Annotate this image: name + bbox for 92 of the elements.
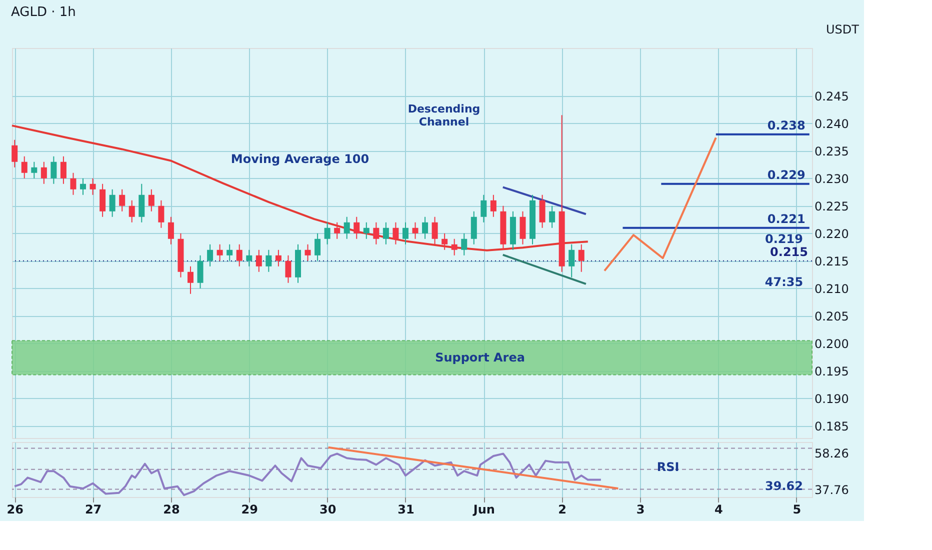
- candlestick: [90, 178, 96, 196]
- x-tick-label: 28: [163, 502, 180, 516]
- x-tick-label: Jun: [472, 502, 495, 516]
- candlestick: [549, 205, 556, 228]
- x-tick-label: 29: [241, 502, 258, 516]
- annotation: 0.229: [767, 168, 806, 182]
- candlestick: [207, 244, 214, 267]
- y-tick-label: 0.235: [814, 144, 849, 158]
- candlestick: [216, 244, 223, 262]
- candlestick: [12, 139, 18, 168]
- candlestick: [188, 266, 194, 294]
- ref-line-label: 0.215: [770, 244, 808, 259]
- x-tick-label: 26: [6, 502, 24, 516]
- candlestick: [324, 222, 330, 245]
- y-tick-label: 58.26: [814, 446, 849, 461]
- candlestick: [275, 249, 282, 267]
- x-tick-label: 31: [398, 502, 414, 516]
- y-tick-label: 0.190: [814, 392, 849, 406]
- candlestick: [480, 194, 487, 223]
- y-tick-label: 0.240: [814, 116, 849, 131]
- candlestick: [226, 244, 233, 262]
- candlestick: [354, 216, 360, 240]
- x-tick-label: 2: [558, 502, 567, 516]
- candlestick: [470, 210, 477, 245]
- band-label: Support Area: [435, 350, 525, 365]
- candlestick: [539, 194, 546, 228]
- candlestick: [148, 188, 154, 212]
- candlestick: [266, 249, 272, 272]
- y-tick-label: 0.210: [814, 282, 849, 296]
- annotation: 0.219: [765, 232, 803, 246]
- candlestick: [442, 232, 448, 250]
- candlestick: [197, 254, 204, 289]
- x-tick-label: 3: [636, 502, 645, 516]
- candlestick: [373, 222, 380, 245]
- y-tick-label: 37.76: [814, 482, 849, 497]
- candlestick: [314, 232, 321, 262]
- candlestick: [432, 216, 438, 245]
- candlestick: [461, 232, 468, 256]
- candlestick: [119, 188, 126, 212]
- candlestick: [363, 222, 370, 240]
- annotation: RSI: [656, 460, 680, 474]
- x-tick-label: 27: [84, 502, 102, 516]
- candlestick: [50, 156, 57, 184]
- candlestick: [138, 183, 145, 223]
- candlestick: [568, 244, 575, 278]
- y-tick-label: 0.215: [814, 254, 849, 268]
- annotation: Moving Average 100: [230, 152, 370, 166]
- candlestick: [128, 200, 135, 223]
- candlestick: [402, 222, 408, 245]
- candlestick: [31, 161, 38, 179]
- annotation: 0.221: [767, 212, 806, 226]
- x-tick-label: 4: [714, 502, 723, 516]
- y-tick-label: 0.185: [814, 419, 849, 434]
- candlestick: [578, 244, 584, 272]
- y-tick-label: 0.205: [814, 309, 849, 324]
- candlestick: [344, 216, 350, 240]
- y-tick-label: 0.195: [814, 364, 849, 378]
- candlestick: [451, 238, 458, 256]
- chart-title: AGLD · 1h: [11, 5, 76, 20]
- annotation: 39.62: [765, 479, 803, 493]
- candlestick: [285, 254, 292, 284]
- annotation: 47:35: [764, 275, 804, 289]
- candlestick: [40, 161, 47, 184]
- y-axis-title: USDT: [826, 22, 860, 36]
- y-tick-label: 0.245: [814, 89, 849, 104]
- candlestick: [256, 249, 262, 272]
- y-tick-label: 0.200: [814, 336, 849, 351]
- annotation: Descending Channel: [408, 102, 480, 129]
- candlestick: [60, 156, 66, 184]
- candlestick: [80, 178, 86, 196]
- candlestick: [168, 216, 174, 245]
- candlestick: [100, 183, 106, 218]
- candlestick: [422, 216, 428, 240]
- candlestick: [109, 188, 116, 218]
- y-tick-label: 0.225: [814, 199, 849, 214]
- candlestick: [158, 200, 164, 228]
- y-tick-label: 0.230: [814, 172, 849, 186]
- candlestick: [520, 210, 526, 245]
- x-tick-label: 5: [792, 502, 802, 516]
- candlestick: [246, 249, 252, 267]
- candlestick: [392, 222, 399, 245]
- candlestick: [490, 194, 496, 218]
- candlestick: [21, 156, 28, 179]
- candlestick: [70, 172, 76, 196]
- annotation: 0.238: [767, 118, 806, 132]
- candlestick: [412, 222, 418, 240]
- x-tick-label: 30: [319, 502, 336, 516]
- y-tick-label: 0.220: [814, 226, 849, 241]
- candlestick: [334, 222, 340, 240]
- candlestick: [304, 244, 311, 262]
- candlestick: [382, 222, 389, 245]
- candlestick: [236, 244, 242, 267]
